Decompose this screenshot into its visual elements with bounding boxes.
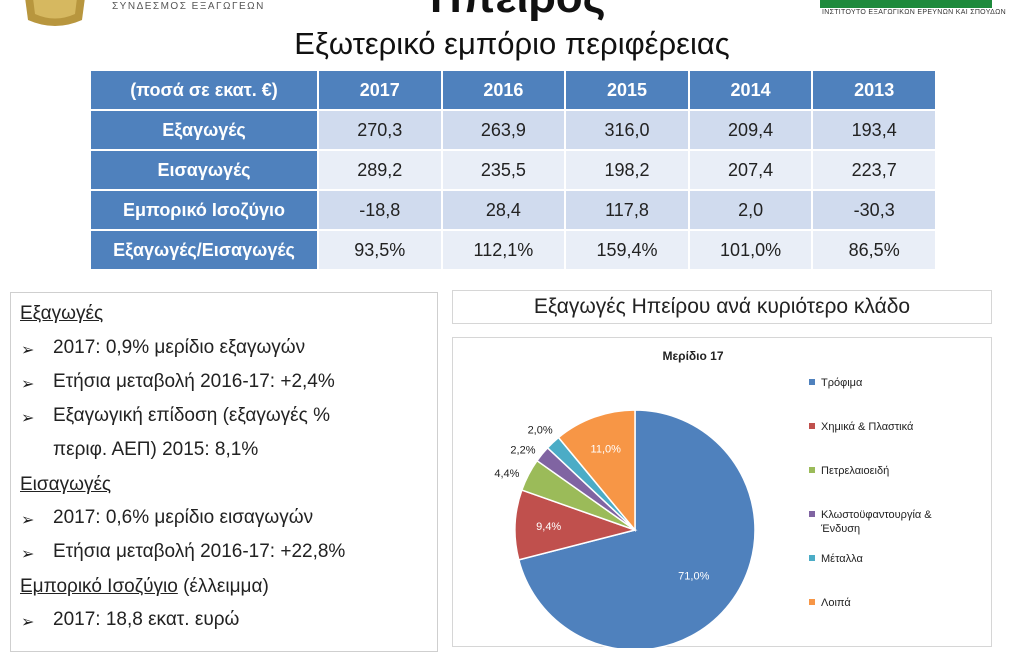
- imports-heading: Εισαγωγές: [20, 474, 112, 495]
- bullet-arrow-icon: ➢: [21, 342, 35, 359]
- pie-data-label: 9,4%: [536, 521, 561, 533]
- balance-heading: Εμπορικό Ισοζύγιο: [20, 576, 178, 597]
- pie-slice: [557, 409, 636, 533]
- year-header: 2014: [689, 71, 812, 109]
- table-row-exports: Εξαγωγές 270,3 263,9 316,0 209,4 193,4: [91, 111, 935, 149]
- legend-entry: Κλωστοϋφαντουργία & Ένδυση: [820, 509, 932, 535]
- row-label: Εισαγωγές: [91, 151, 317, 189]
- table-cell: 289,2: [319, 151, 441, 189]
- table-cell: 101,0%: [689, 231, 812, 269]
- table-cell: 2,0: [689, 191, 812, 229]
- legend-entry-line: Ένδυση: [820, 523, 860, 535]
- table-cell: 112,1%: [442, 231, 565, 269]
- table-cell: -18,8: [319, 191, 441, 229]
- legend-entry: Πετρελαιοειδή: [821, 465, 889, 477]
- legend-entry-line: Λοιπά: [821, 597, 851, 609]
- bullet-arrow-icon: ➢: [21, 410, 35, 427]
- association-logo: [25, 0, 85, 26]
- exports-performance-line2: περιφ. ΑΕΠ) 2015: 8,1%: [53, 439, 259, 460]
- exports-performance-line1: Εξαγωγική επίδοση (εξαγωγές %: [53, 405, 330, 426]
- balance-heading-line: Εμπορικό Ισοζύγιο (έλλειμμα): [20, 576, 269, 598]
- row-label: Εξαγωγές: [91, 111, 317, 149]
- table-cell: 198,2: [566, 151, 688, 189]
- exports-share: 2017: 0,9% μερίδιο εξαγωγών: [53, 337, 306, 358]
- imports-share: 2017: 0,6% μερίδιο εισαγωγών: [53, 507, 314, 528]
- institute-logo-bar: [820, 0, 992, 8]
- legend-entry: Μέταλλα: [821, 553, 863, 565]
- legend-entry-line: Τρόφιμα: [821, 377, 863, 389]
- table-cell: 159,4%: [566, 231, 688, 269]
- exports-change: Ετήσια μεταβολή 2016-17: +2,4%: [53, 371, 335, 392]
- legend-swatch: [809, 379, 815, 385]
- table-row-imports: Εισαγωγές 289,2 235,5 198,2 207,4 223,7: [91, 151, 935, 189]
- legend-entry: Χημικά & Πλαστικά: [821, 421, 914, 433]
- table-cell: 207,4: [689, 151, 812, 189]
- institute-logo-text: ΙΝΣΤΙΤΟΥΤΟ ΕΞΑΓΩΓΙΚΩΝ ΕΡΕΥΝΩΝ ΚΑΙ ΣΠΟΥΔΩ…: [822, 9, 1007, 16]
- trade-table: (ποσά σε εκατ. €) 2017 2016 2015 2014 20…: [89, 69, 937, 271]
- legend-entry-line: Χημικά & Πλαστικά: [821, 421, 914, 433]
- table-cell: 193,4: [813, 111, 935, 149]
- bullet-arrow-icon: ➢: [21, 512, 35, 529]
- table-cell: -30,3: [813, 191, 935, 229]
- legend-swatch: [809, 467, 815, 473]
- table-cell: 263,9: [442, 111, 565, 149]
- pie-data-label: 2,2%: [510, 445, 535, 457]
- legend-swatch: [809, 599, 815, 605]
- exports-heading: Εξαγωγές: [20, 303, 104, 324]
- year-header: 2013: [813, 71, 935, 109]
- table-cell: 93,5%: [319, 231, 441, 269]
- pie-chart-panel: Μερίδιο 17 71,0% 9,4% 4,4% 2,2% 2,0% 11,0% Τρ…: [452, 337, 992, 648]
- table-header-row: (ποσά σε εκατ. €) 2017 2016 2015 2014 20…: [91, 71, 935, 109]
- pie-data-label: 2,0%: [528, 425, 553, 437]
- pie-data-label: 11,0%: [591, 444, 622, 456]
- row-label: Εξαγωγές/Εισαγωγές: [91, 231, 317, 269]
- institute-logo: ΙΝΣΤΙΤΟΥΤΟ ΕΞΑΓΩΓΙΚΩΝ ΕΡΕΥΝΩΝ ΚΑΙ ΣΠΟΥΔΩ…: [820, 0, 1006, 22]
- table-cell: 209,4: [689, 111, 812, 149]
- legend-swatch: [809, 423, 815, 429]
- legend-entry: Λοιπά: [821, 597, 851, 609]
- legend-swatch: [809, 555, 815, 561]
- table-cell: 316,0: [566, 111, 688, 149]
- pie-data-label: 4,4%: [494, 468, 519, 480]
- table-corner-cell: (ποσά σε εκατ. €): [91, 71, 317, 109]
- table-row-ratio: Εξαγωγές/Εισαγωγές 93,5% 112,1% 159,4% 1…: [91, 231, 935, 269]
- page-subtitle: Εξωτερικό εμπόριο περιφέρειας: [294, 26, 730, 61]
- legend-entry-line: Κλωστοϋφαντουργία &: [821, 509, 932, 521]
- balance-value: 2017: 18,8 εκατ. ευρώ: [53, 609, 240, 630]
- table-cell: 223,7: [813, 151, 935, 189]
- bullet-arrow-icon: ➢: [21, 614, 35, 631]
- table-cell: 117,8: [566, 191, 688, 229]
- bullet-arrow-icon: ➢: [21, 376, 35, 393]
- bullet-arrow-icon: ➢: [21, 546, 35, 563]
- table-cell: 86,5%: [813, 231, 935, 269]
- legend-entry-line: Μέταλλα: [821, 553, 863, 565]
- page-main-title: Ηπείρος: [430, 0, 606, 20]
- notes-panel: Εξαγωγές ➢ 2017: 0,9% μερίδιο εξαγωγών ➢…: [10, 292, 438, 652]
- chart-section-title-box: Εξαγωγές Ηπείρου ανά κυριότερο κλάδο: [452, 290, 992, 324]
- balance-suffix: (έλλειμμα): [177, 576, 269, 597]
- table-row-balance: Εμπορικό Ισοζύγιο -18,8 28,4 117,8 2,0 -…: [91, 191, 935, 229]
- legend-entry-line: Πετρελαιοειδή: [821, 465, 889, 477]
- year-header: 2016: [442, 71, 565, 109]
- table-cell: 270,3: [319, 111, 441, 149]
- chart-section-title: Εξαγωγές Ηπείρου ανά κυριότερο κλάδο: [533, 295, 911, 318]
- year-header: 2015: [566, 71, 688, 109]
- row-label: Εμπορικό Ισοζύγιο: [91, 191, 317, 229]
- legend-entry: Τρόφιμα: [821, 377, 863, 389]
- table-cell: 235,5: [442, 151, 565, 189]
- table-cell: 28,4: [442, 191, 565, 229]
- pie-chart: Μερίδιο 17 71,0% 9,4% 4,4% 2,2% 2,0% 11,0% Τρ…: [494, 349, 932, 648]
- org-name: ΣΥΝΔΕΣΜΟΣ ΕΞΑΓΩΓΕΩΝ: [112, 1, 265, 12]
- chart-title: Μερίδιο 17: [662, 349, 723, 363]
- year-header: 2017: [319, 71, 441, 109]
- legend-swatch: [809, 511, 815, 517]
- pie-slice: [517, 409, 756, 648]
- imports-change: Ετήσια μεταβολή 2016-17: +22,8%: [53, 541, 346, 562]
- pie-data-label: 71,0%: [678, 571, 709, 583]
